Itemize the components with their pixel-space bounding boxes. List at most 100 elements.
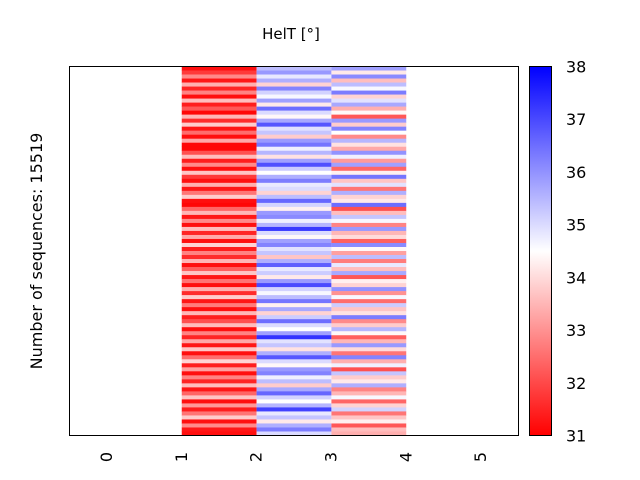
heatmap-cell xyxy=(181,130,257,135)
heatmap-cell xyxy=(331,90,407,95)
heatmap-cell xyxy=(331,94,407,99)
heatmap-cell xyxy=(331,275,407,280)
heatmap-cell xyxy=(331,355,407,360)
heatmap-cell xyxy=(181,198,257,204)
colorbar-tick-label: 31 xyxy=(566,427,586,446)
heatmap-cell xyxy=(331,186,407,192)
heatmap-cell xyxy=(331,311,407,316)
heatmap-cell xyxy=(256,255,332,260)
heatmap-cell xyxy=(256,198,332,204)
heatmap-cell xyxy=(256,391,332,396)
heatmap-cell xyxy=(331,315,407,320)
heatmap-cell xyxy=(331,150,407,156)
heatmap-cell xyxy=(181,146,257,152)
y-axis-label: Number of sequences: 15519 xyxy=(27,133,46,370)
heatmap-cell xyxy=(331,323,407,328)
heatmap-cell xyxy=(181,214,257,220)
heatmap-cell xyxy=(181,154,257,160)
heatmap-cell xyxy=(256,234,332,240)
heatmap-cell xyxy=(181,303,257,308)
heatmap-cell xyxy=(181,431,257,436)
heatmap-cell xyxy=(256,347,332,352)
heatmap-cell xyxy=(181,411,257,416)
heatmap-cell xyxy=(256,427,332,432)
heatmap-cell xyxy=(331,198,407,204)
heatmap-cell xyxy=(331,226,407,232)
heatmap-cell xyxy=(256,178,332,184)
heatmap-cell xyxy=(256,170,332,176)
heatmap-cell xyxy=(181,351,257,356)
heatmap-cell xyxy=(256,375,332,380)
heatmap-cell xyxy=(331,74,407,79)
colorbar-tick-label: 36 xyxy=(566,163,586,182)
heatmap-cell xyxy=(331,78,407,83)
heatmap-cell xyxy=(181,299,257,304)
heatmap-cell xyxy=(181,170,257,176)
heatmap-cell xyxy=(331,279,407,284)
heatmap-cell xyxy=(331,259,407,264)
heatmap-cell xyxy=(331,291,407,296)
heatmap-cell xyxy=(181,379,257,384)
heatmap-cell xyxy=(256,291,332,296)
heatmap-cell xyxy=(331,263,407,268)
heatmap-cell xyxy=(331,383,407,388)
heatmap-cell xyxy=(331,210,407,216)
heatmap-cell xyxy=(181,158,257,164)
heatmap-cell xyxy=(181,174,257,180)
heatmap-cell xyxy=(331,379,407,384)
heatmap-cell xyxy=(256,259,332,264)
heatmap-cell xyxy=(331,86,407,91)
heatmap-cell xyxy=(331,375,407,380)
heatmap-cell xyxy=(256,142,332,148)
heatmap-cell xyxy=(331,255,407,260)
heatmap-cell xyxy=(181,126,257,131)
heatmap-cell xyxy=(331,66,407,71)
heatmap-cell xyxy=(256,287,332,292)
heatmap-cell xyxy=(256,379,332,384)
heatmap-cell xyxy=(181,150,257,156)
heatmap-cell xyxy=(331,206,407,212)
heatmap-cell xyxy=(256,242,332,248)
heatmap-cell xyxy=(256,299,332,304)
heatmap-cell xyxy=(331,359,407,364)
heatmap-cell xyxy=(331,415,407,420)
heatmap-cell xyxy=(256,230,332,236)
heatmap-cell xyxy=(331,162,407,168)
heatmap-cell xyxy=(331,194,407,200)
heatmap-cell xyxy=(181,279,257,284)
heatmap-cell xyxy=(181,194,257,200)
plot-frame xyxy=(69,66,519,436)
heatmap-cell xyxy=(256,106,332,111)
heatmap-cell xyxy=(256,399,332,404)
heatmap-cell xyxy=(181,323,257,328)
heatmap-cell xyxy=(256,82,332,87)
heatmap-cell xyxy=(256,339,332,344)
heatmap-cell xyxy=(256,363,332,368)
heatmap-cell xyxy=(331,130,407,135)
heatmap-cell xyxy=(256,407,332,412)
heatmap-cell xyxy=(181,178,257,184)
heatmap-cell xyxy=(256,206,332,212)
heatmap-cell xyxy=(331,178,407,184)
heatmap-cell xyxy=(181,182,257,188)
heatmap-cell xyxy=(331,319,407,324)
heatmap-cell xyxy=(181,415,257,420)
heatmap-cell xyxy=(181,162,257,168)
heatmap-cell xyxy=(256,327,332,332)
heatmap-cell xyxy=(331,335,407,340)
heatmap-cell xyxy=(256,359,332,364)
heatmap-cell xyxy=(181,186,257,192)
heatmap-cell xyxy=(181,267,257,272)
x-tick-label: 5 xyxy=(471,452,490,462)
heatmap-cell xyxy=(256,78,332,83)
heatmap-cell xyxy=(181,263,257,268)
x-axis-ticks: 0 1 2 3 4 5 xyxy=(97,452,490,462)
heatmap-cells xyxy=(181,66,407,436)
heatmap-cell xyxy=(331,271,407,276)
heatmap-cell xyxy=(331,391,407,396)
heatmap-cell xyxy=(256,74,332,79)
heatmap-cell xyxy=(256,226,332,232)
heatmap-cell xyxy=(256,323,332,328)
heatmap-cell xyxy=(256,98,332,103)
heatmap-cell xyxy=(181,331,257,336)
